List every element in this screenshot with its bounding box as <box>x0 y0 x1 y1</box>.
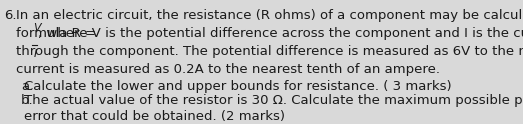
Text: formula R =: formula R = <box>16 27 100 40</box>
Text: , where V is the potential difference across the component and I is the current: , where V is the potential difference ac… <box>38 27 523 40</box>
Text: The actual value of the resistor is 30 Ω. Calculate the maximum possible percent: The actual value of the resistor is 30 Ω… <box>24 94 523 107</box>
Text: through the component. The potential difference is measured as 6V to the nearest: through the component. The potential dif… <box>16 45 523 58</box>
Text: In an electric circuit, the resistance (R ohms) of a component may be calculated: In an electric circuit, the resistance (… <box>16 9 523 22</box>
Text: b.: b. <box>21 94 33 107</box>
Text: error that could be obtained. (2 marks): error that could be obtained. (2 marks) <box>24 110 285 123</box>
Text: current is measured as 0.2A to the nearest tenth of an ampere.: current is measured as 0.2A to the neare… <box>16 63 440 76</box>
Text: Calculate the lower and upper bounds for resistance. ( 3 marks): Calculate the lower and upper bounds for… <box>24 80 451 93</box>
Text: V: V <box>33 23 41 33</box>
Text: 6.: 6. <box>4 9 17 22</box>
Text: I: I <box>34 49 37 59</box>
Text: a.: a. <box>21 80 33 93</box>
